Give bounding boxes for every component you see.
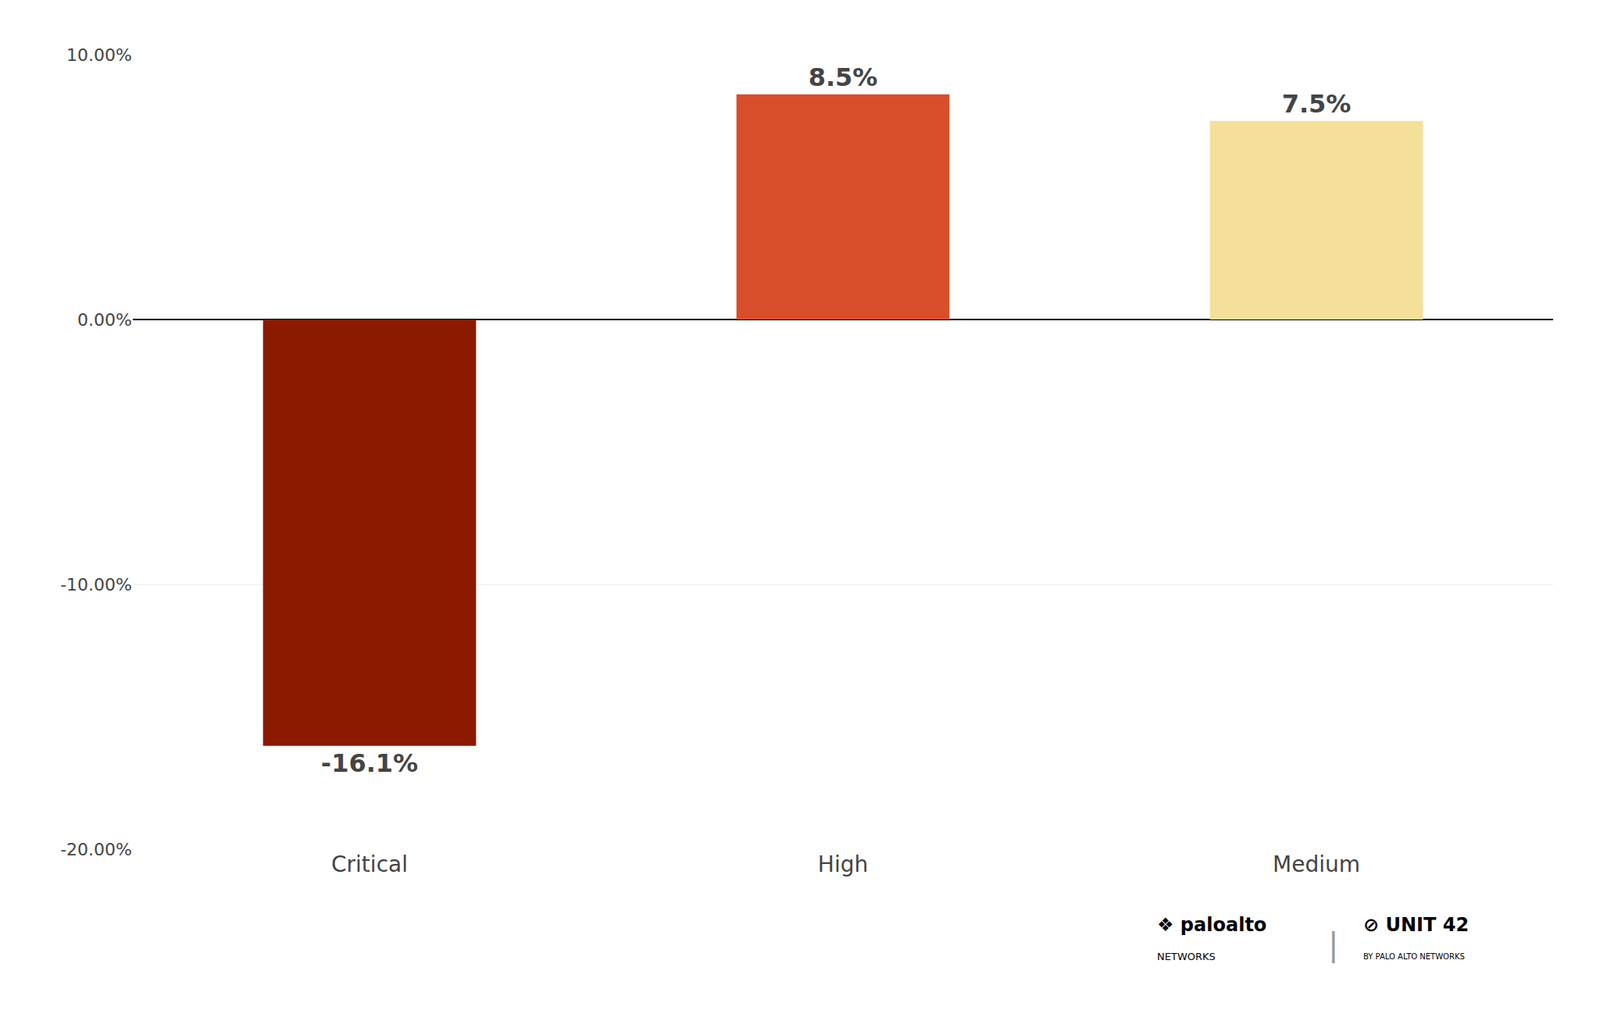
- svg-text:Medium: Medium: [1272, 851, 1361, 878]
- svg-text:❖ paloalto: ❖ paloalto: [1157, 914, 1267, 936]
- svg-text:0.00%: 0.00%: [77, 310, 133, 330]
- svg-text:7.5%: 7.5%: [1282, 89, 1352, 119]
- svg-text:8.5%: 8.5%: [808, 62, 879, 93]
- svg-text:BY PALO ALTO NETWORKS: BY PALO ALTO NETWORKS: [1363, 952, 1465, 961]
- svg-text:High: High: [817, 851, 868, 878]
- svg-text:Critical: Critical: [331, 851, 408, 878]
- svg-text:|: |: [1328, 926, 1339, 964]
- svg-text:-10.00%: -10.00%: [60, 575, 133, 595]
- svg-text:NETWORKS: NETWORKS: [1157, 950, 1216, 963]
- svg-text:-16.1%: -16.1%: [321, 748, 418, 779]
- svg-text:-20.00%: -20.00%: [60, 839, 133, 860]
- svg-text:10.00%: 10.00%: [66, 45, 133, 65]
- svg-text:⊘ UNIT 42: ⊘ UNIT 42: [1363, 914, 1469, 936]
